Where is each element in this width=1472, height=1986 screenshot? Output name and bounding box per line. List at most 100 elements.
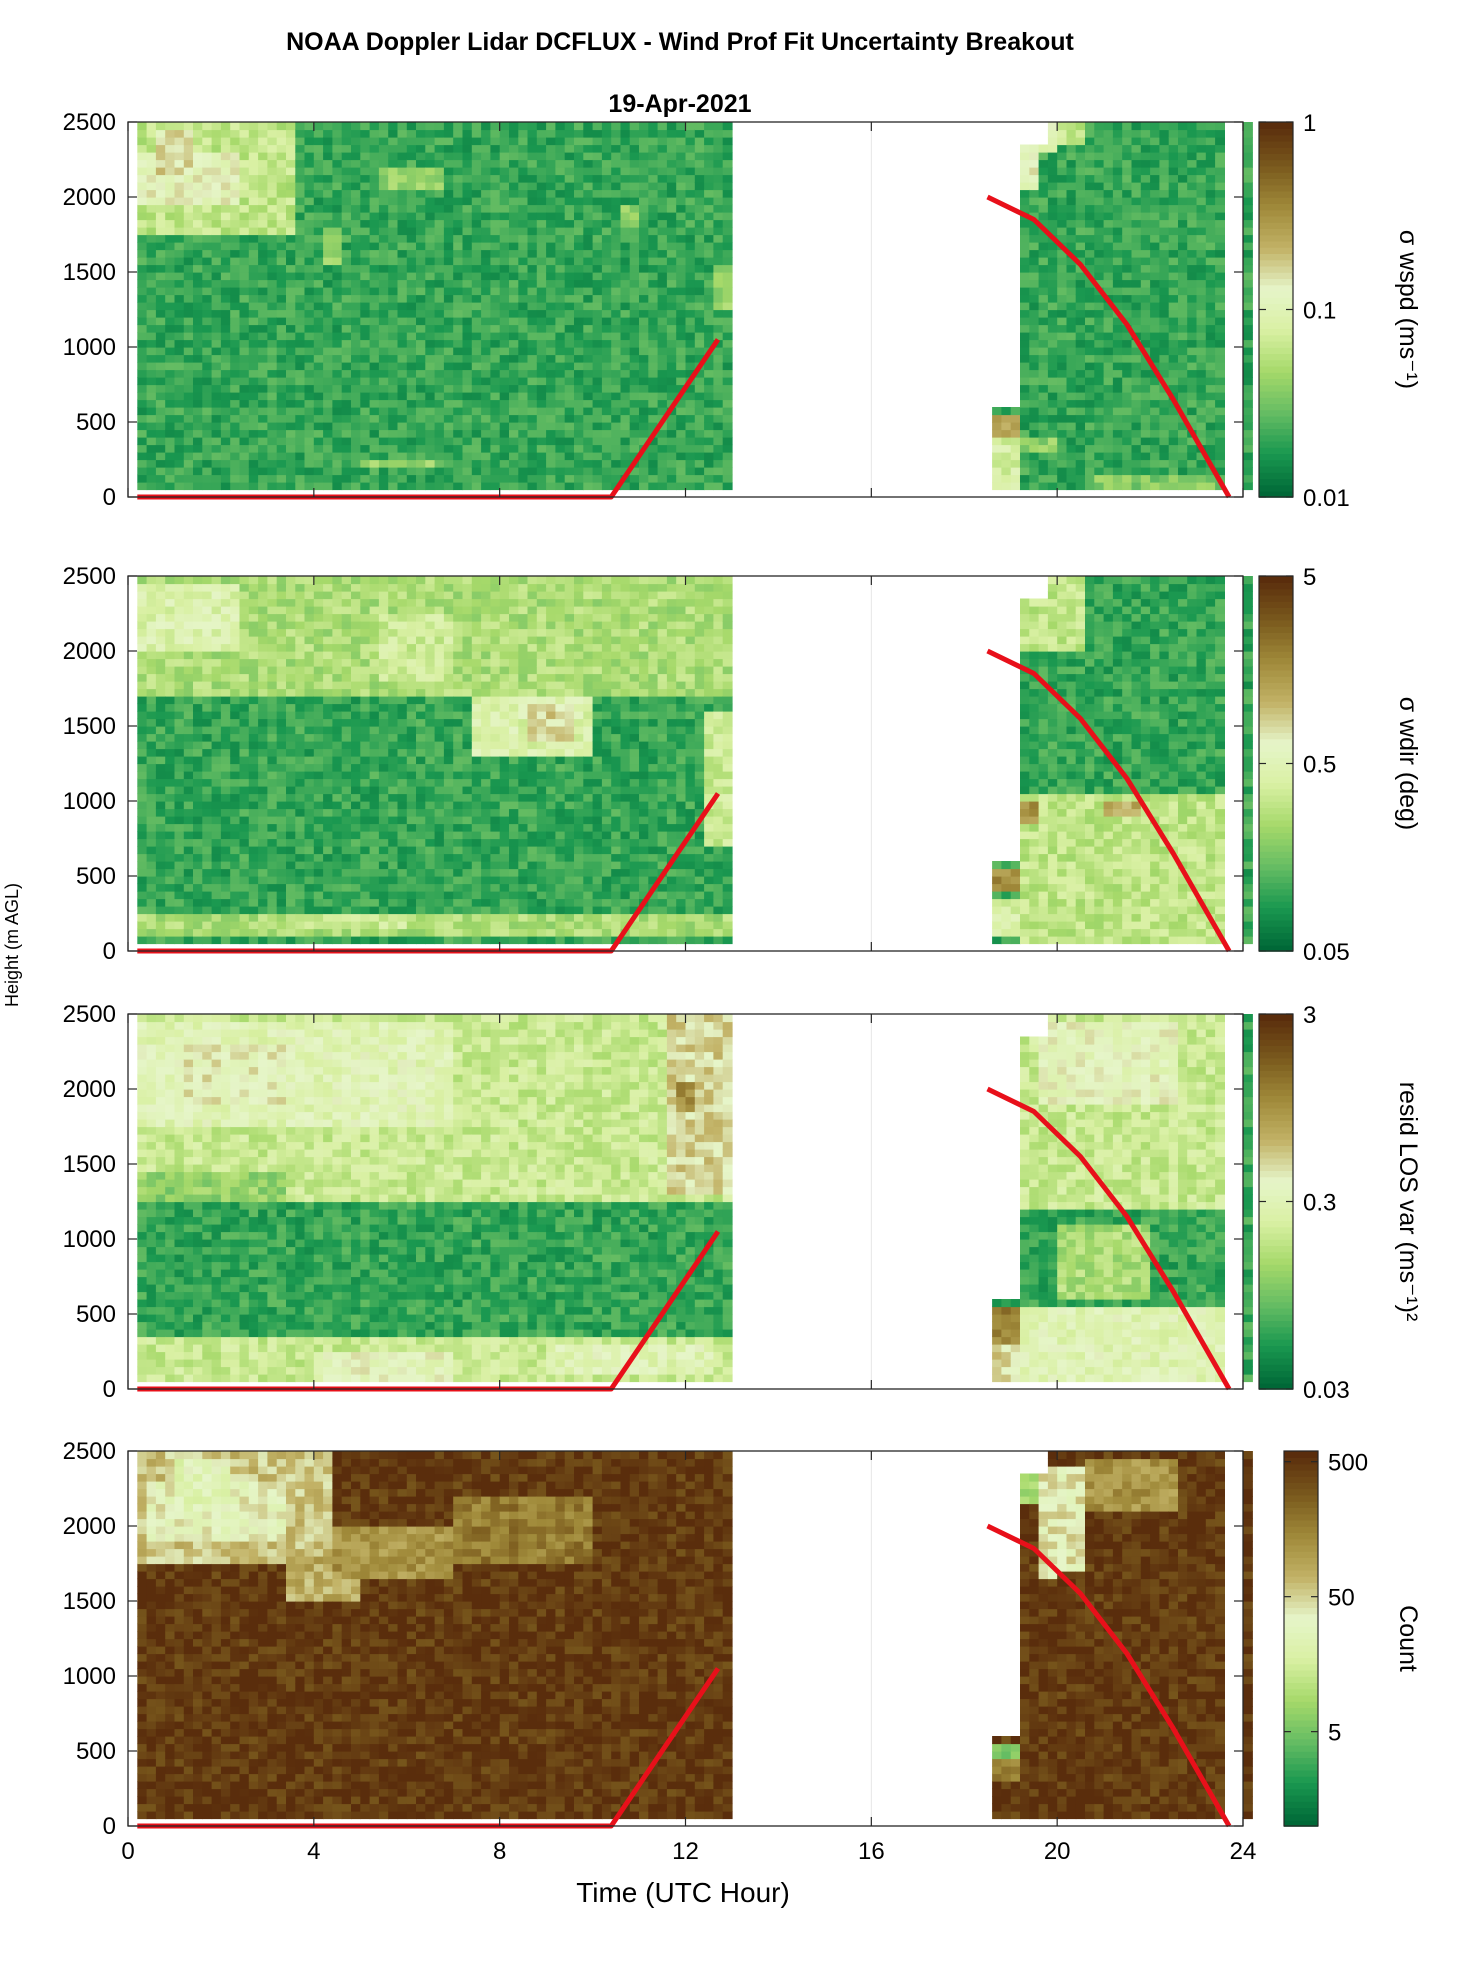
heatmap-cell: [286, 279, 296, 288]
heatmap-cell: [239, 242, 250, 251]
heatmap-cell: [146, 467, 157, 476]
heatmap-cell: [220, 823, 231, 832]
heatmap-cell: [276, 422, 287, 431]
heatmap-cell: [388, 467, 399, 476]
heatmap-cell: [1215, 174, 1225, 183]
heatmap-cell: [369, 399, 380, 408]
heatmap-cell: [564, 264, 575, 273]
heatmap-cell: [146, 763, 157, 772]
heatmap-cell: [211, 324, 222, 333]
heatmap-cell: [239, 756, 250, 765]
heatmap-cell: [1112, 182, 1123, 191]
heatmap-cell: [592, 212, 603, 221]
heatmap-cell: [499, 309, 510, 318]
heatmap-cell: [230, 651, 241, 660]
heatmap-cell: [230, 189, 241, 198]
heatmap-cell: [323, 452, 333, 461]
heatmap-cell: [220, 249, 231, 258]
heatmap-cell: [611, 287, 622, 296]
heatmap-cell: [193, 808, 203, 817]
heatmap-cell: [174, 921, 185, 930]
heatmap-cell: [1103, 137, 1114, 146]
heatmap-cell: [174, 621, 185, 630]
heatmap-cell: [397, 407, 408, 416]
heatmap-cell: [694, 444, 705, 453]
heatmap-cell: [1094, 377, 1105, 386]
heatmap-cell: [165, 831, 176, 840]
heatmap-cell: [360, 392, 371, 401]
heatmap-cell: [1038, 444, 1049, 453]
heatmap-cell: [406, 429, 417, 438]
heatmap-cell: [1150, 437, 1160, 446]
heatmap-cell: [1020, 422, 1030, 431]
heatmap-cell: [146, 786, 157, 795]
heatmap-cell: [1057, 287, 1068, 296]
heatmap-cell: [378, 422, 389, 431]
heatmap-cell: [1047, 174, 1058, 183]
heatmap-cell: [611, 459, 622, 468]
heatmap-cell: [165, 718, 176, 727]
heatmap-cell: [202, 793, 213, 802]
heatmap-cell: [657, 452, 668, 461]
heatmap-cell: [536, 302, 547, 311]
heatmap-cell: [323, 249, 333, 258]
heatmap-cell: [676, 212, 687, 221]
heatmap-cell: [220, 906, 231, 915]
heatmap-cell: [220, 219, 231, 228]
heatmap-cell: [230, 726, 241, 735]
heatmap-cell: [564, 234, 575, 243]
heatmap-cell: [323, 189, 333, 198]
heatmap-cell: [1122, 407, 1133, 416]
heatmap-cell: [601, 137, 612, 146]
heatmap-cell: [351, 309, 361, 318]
heatmap-cell: [453, 137, 464, 146]
heatmap-cell: [518, 467, 529, 476]
heatmap-cell: [397, 392, 408, 401]
heatmap-cell: [592, 422, 603, 431]
heatmap-cell: [183, 272, 194, 281]
heatmap-cell: [1103, 407, 1114, 416]
heatmap-cell: [406, 159, 417, 168]
heatmap-cell: [239, 748, 250, 757]
heatmap-cell: [1205, 444, 1216, 453]
heatmap-cell: [295, 414, 306, 423]
heatmap-cell: [1085, 294, 1095, 303]
heatmap-cell: [536, 317, 547, 326]
heatmap-cell: [443, 257, 454, 266]
heatmap-cell: [462, 137, 473, 146]
heatmap-cell: [183, 688, 194, 697]
heatmap-cell: [481, 437, 491, 446]
heatmap-cell: [583, 137, 594, 146]
heatmap-cell: [1029, 272, 1040, 281]
heatmap-cell: [1122, 122, 1133, 131]
heatmap-cell: [481, 467, 491, 476]
heatmap-cell: [657, 189, 668, 198]
heatmap-cell: [313, 399, 324, 408]
heatmap-cell: [211, 309, 222, 318]
heatmap-cell: [1066, 272, 1077, 281]
heatmap-cell: [601, 354, 612, 363]
heatmap-cell: [258, 257, 268, 266]
heatmap-cell: [416, 429, 426, 438]
heatmap-cell: [323, 294, 333, 303]
heatmap-cell: [564, 122, 575, 131]
heatmap-cell: [146, 651, 157, 660]
heatmap-cell: [1159, 309, 1170, 318]
heatmap-cell: [611, 129, 622, 138]
heatmap-cell: [694, 459, 705, 468]
heatmap-cell: [509, 339, 519, 348]
heatmap-cell: [369, 459, 380, 468]
heatmap-cell: [1122, 242, 1133, 251]
heatmap-cell: [1038, 459, 1049, 468]
heatmap-cell: [220, 384, 231, 393]
heatmap-cell: [416, 159, 426, 168]
heatmap-cell: [397, 467, 408, 476]
heatmap-cell: [155, 711, 166, 720]
heatmap-cell: [490, 249, 501, 258]
heatmap-cell: [183, 726, 194, 735]
heatmap-cell: [481, 174, 491, 183]
heatmap-cell: [341, 377, 352, 386]
heatmap-cell: [639, 212, 649, 221]
heatmap-cell: [406, 137, 417, 146]
heatmap-cell: [165, 778, 176, 787]
